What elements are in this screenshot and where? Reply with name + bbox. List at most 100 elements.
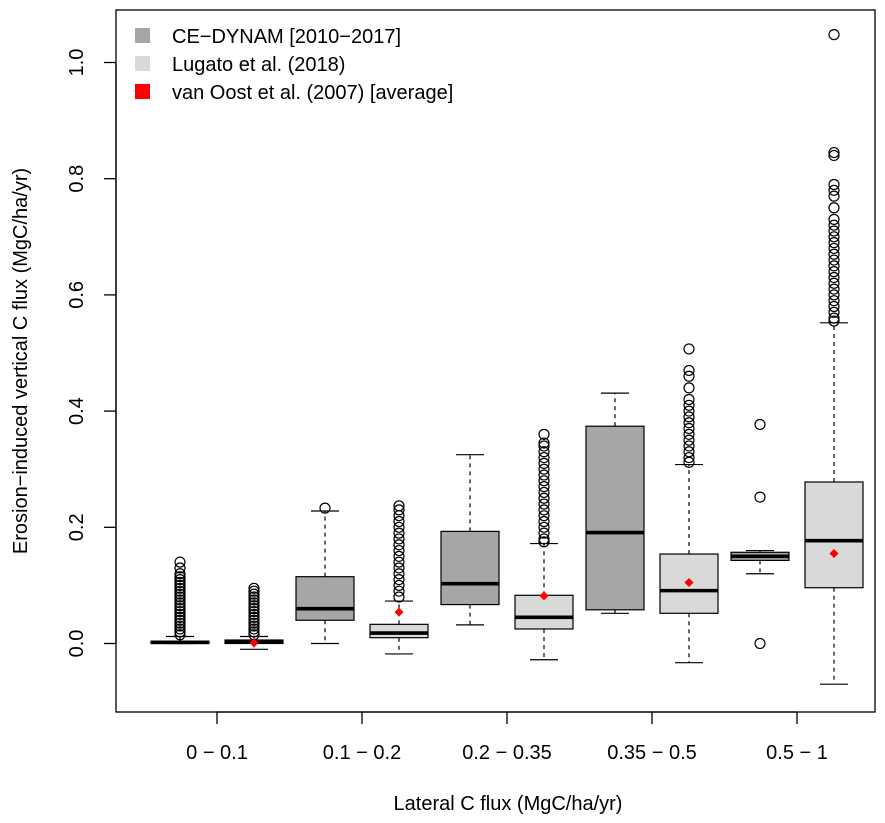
outlier-point [393,544,405,557]
x-axis: 0 − 0.1 0.1 − 0.2 0.2 − 0.35 0.35 − 0.5 0.5 … [186,711,828,764]
means-layer [249,548,839,648]
outlier-point [538,463,550,475]
outlier-point [248,626,260,638]
outlier-point [248,603,260,615]
outlier-point [174,579,186,592]
outlier-point [174,597,186,609]
legend-label-ce-dynam: CE−DYNAM [2010−2017] [172,26,401,48]
outlier-point [393,591,405,603]
outlier-point [393,562,405,574]
box [514,594,574,630]
ce-dynam-box-group [730,549,790,575]
outlier-point [393,504,405,516]
outlier-point [248,594,260,606]
outlier-point [828,225,840,237]
outlier-point [319,502,331,514]
outlier-point [683,434,695,446]
outlier-point [828,213,840,225]
outlier-point [393,585,405,597]
outlier-point [174,620,186,632]
outlier-point [538,533,550,545]
legend-swatch-van-oost [135,84,150,99]
outlier-point [828,277,840,289]
box [440,530,500,606]
y-tick-label: 0.6 [66,281,88,309]
outlier-point [393,500,405,512]
box [295,576,355,621]
outlier-point [174,588,186,600]
outlier-point [248,582,260,594]
ce-dynam-box-group [585,392,645,614]
x-axis-title: Lateral C flux (MgC/ha/yr) [394,793,623,815]
outlier-point [393,568,405,580]
outlier-point [538,492,550,504]
outlier-point [174,591,186,603]
outlier-point [538,428,550,440]
outlier-point [538,498,550,510]
outlier-point [174,617,186,629]
outlier-point [828,289,840,301]
boxes-layer [150,322,864,685]
outlier-point [538,504,550,516]
outlier-point [538,469,550,481]
y-tick-label: 0.0 [66,630,88,658]
outlier-point [393,573,405,586]
outlier-point [683,343,695,355]
outlier-point [393,527,405,539]
ce-dynam-box-group [440,454,500,626]
outlier-point [828,242,840,255]
outlier-point [683,364,695,377]
y-axis: 0.0 0.2 0.4 0.6 0.8 1.0 [66,49,117,658]
outlier-point [174,614,186,626]
outlier-point [828,190,840,202]
outlier-point [828,254,840,266]
box [804,481,864,589]
outlier-point [538,440,550,452]
legend-swatch-lugato [135,56,150,71]
box [585,425,645,611]
outlier-point [828,237,840,249]
outlier-point [828,219,840,231]
outlier-point [538,521,550,533]
outlier-point [174,626,186,638]
outlier-point [828,231,840,243]
outlier-point [754,491,766,503]
outlier-point [174,611,186,623]
outlier-point [538,527,550,539]
ce-dynam-box-group [295,510,355,645]
outlier-point [683,382,695,394]
outlier-point [393,510,405,522]
outlier-point [683,370,695,382]
outlier-point [683,405,695,417]
outlier-point [538,475,550,487]
outlier-point [538,481,550,493]
outlier-point [174,576,186,589]
outlier-point [828,146,840,159]
x-tick-label: 0.5 − 1 [766,742,828,764]
box [659,553,719,614]
outlier-point [248,608,260,621]
outlier-point [683,446,695,458]
outlier-point [683,399,695,411]
outlier-point [828,260,840,272]
outlier-point [393,579,405,592]
outlier-point [828,248,840,260]
outlier-point [248,620,260,632]
x-tick-label: 0 − 0.1 [186,742,248,764]
outlier-point [828,29,840,41]
y-axis-title: Erosion−induced vertical C flux (MgC/ha/… [10,168,32,554]
mean-point [394,607,404,617]
y-tick-label: 0.4 [66,397,88,425]
outlier-point [538,437,550,449]
outlier-point [683,451,695,464]
outlier-point [248,600,260,612]
outlier-point [174,629,186,641]
outlier-point [538,486,550,499]
outlier-point [393,521,405,533]
x-tick-label: 0.1 − 0.2 [323,742,401,764]
outlier-point [828,149,840,162]
outlier-point [174,562,186,574]
outlier-point [683,428,695,440]
outlier-point [174,605,186,618]
